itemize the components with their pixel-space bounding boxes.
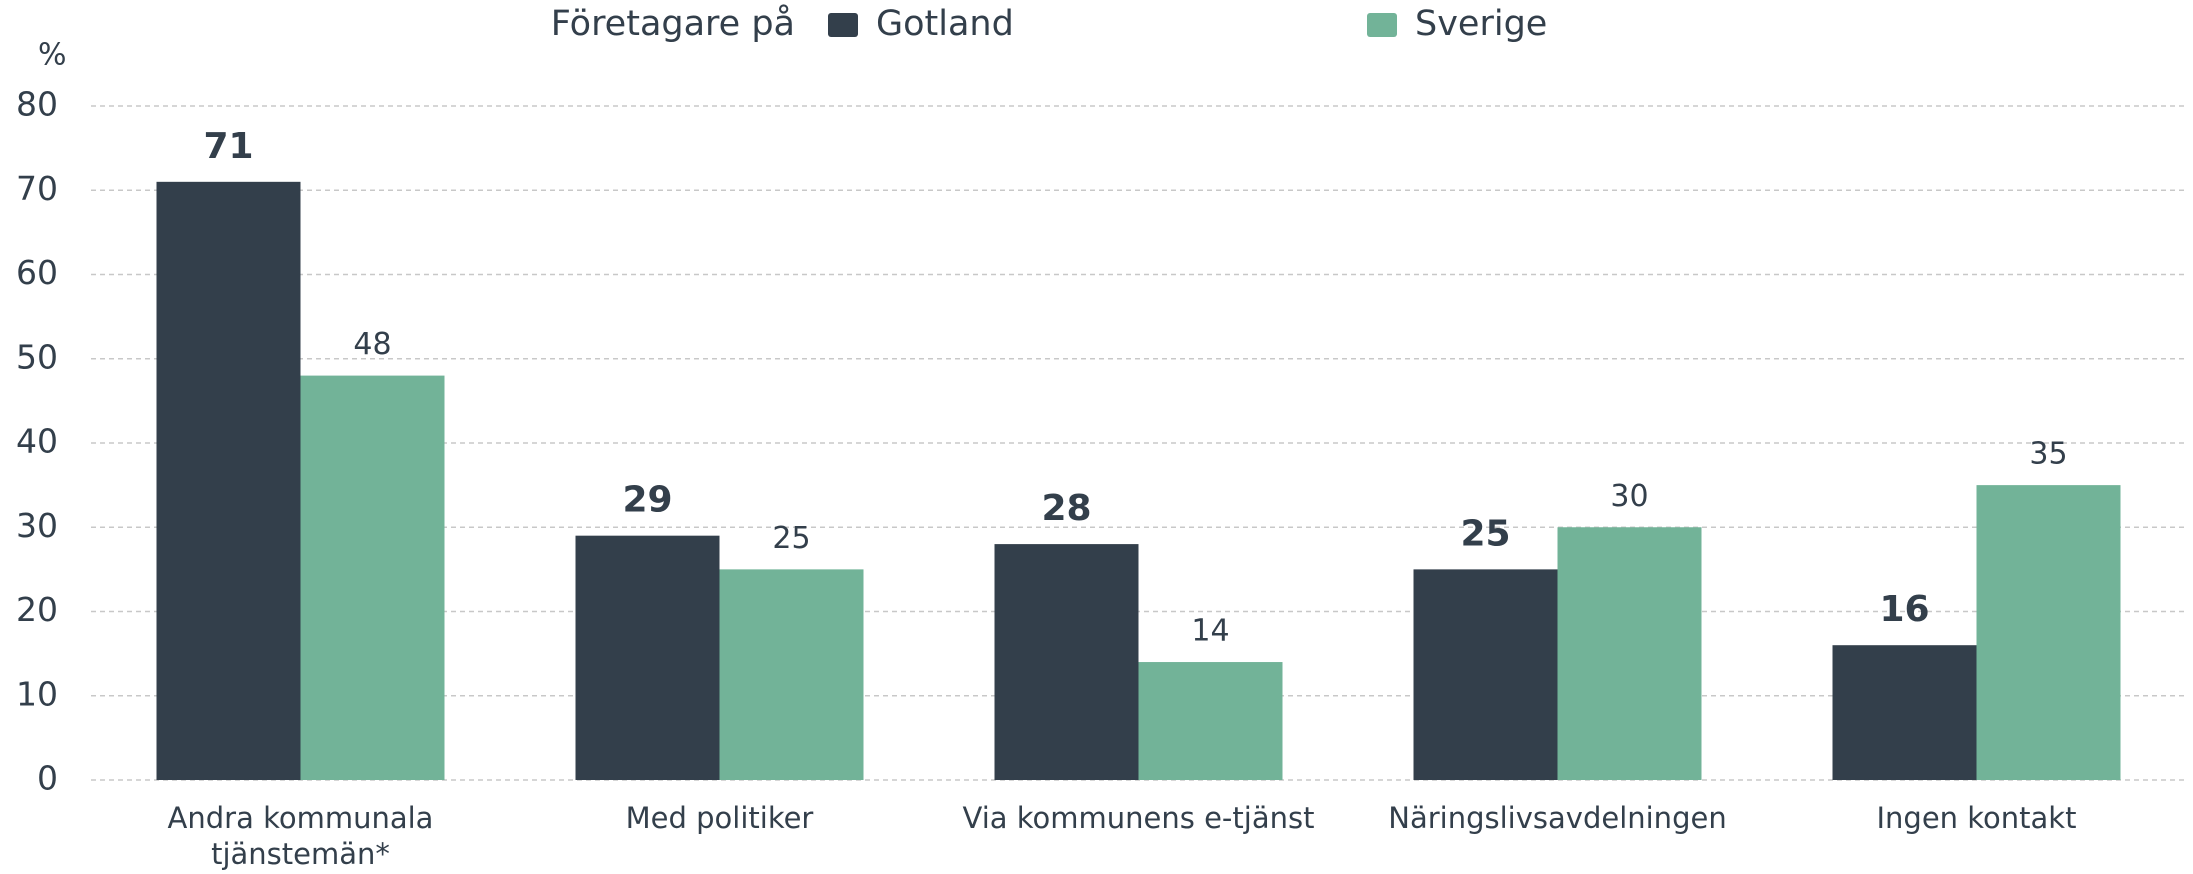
y-tick-label: 20 [16,590,58,629]
x-tick-line: tjänstemän* [211,837,390,871]
value-label: 29 [622,480,672,521]
value-label: 14 [1191,614,1229,649]
legend-swatch [1367,13,1397,37]
value-label: 30 [1610,479,1648,514]
x-tick-line: Andra kommunala [168,801,434,835]
bar [1138,662,1283,780]
y-tick-label: 40 [16,422,58,461]
y-tick-label: 70 [16,169,58,208]
value-label: 25 [772,521,810,556]
value-label: 48 [353,327,391,362]
y-tick-label: 10 [16,674,58,713]
value-label: 28 [1041,488,1091,529]
x-tick-label: Näringslivsavdelningen [1388,801,1726,835]
bar [1557,527,1702,780]
y-tick-label: 30 [16,506,58,545]
y-tick-label: 60 [16,253,58,292]
x-tick-label: Via kommunens e-tjänst [963,801,1315,835]
x-tick-label: Ingen kontakt [1877,801,2077,835]
x-tick-label: Andra kommunala tjänstemän* [168,801,434,871]
legend-swatch [828,13,858,37]
y-tick-label: 0 [37,759,58,798]
value-label: 71 [203,126,253,167]
y-tick-label: 50 [16,337,58,376]
bar [719,569,864,780]
bar [156,181,301,780]
bar [1413,569,1558,780]
legend-label: Sverige [1415,4,1547,44]
legend-label: Gotland [876,4,1014,44]
legend-title: Företagare på [551,3,795,44]
bar [1832,645,1977,780]
y-unit: % [38,38,67,73]
bar [300,375,445,780]
value-label: 16 [1879,589,1929,630]
bar [575,535,720,780]
value-label: 35 [2029,437,2067,472]
x-tick-label: Med politiker [626,801,814,835]
bar [994,544,1139,780]
y-tick-label: 80 [16,85,58,124]
value-label: 25 [1460,513,1510,554]
bar [1976,485,2121,780]
